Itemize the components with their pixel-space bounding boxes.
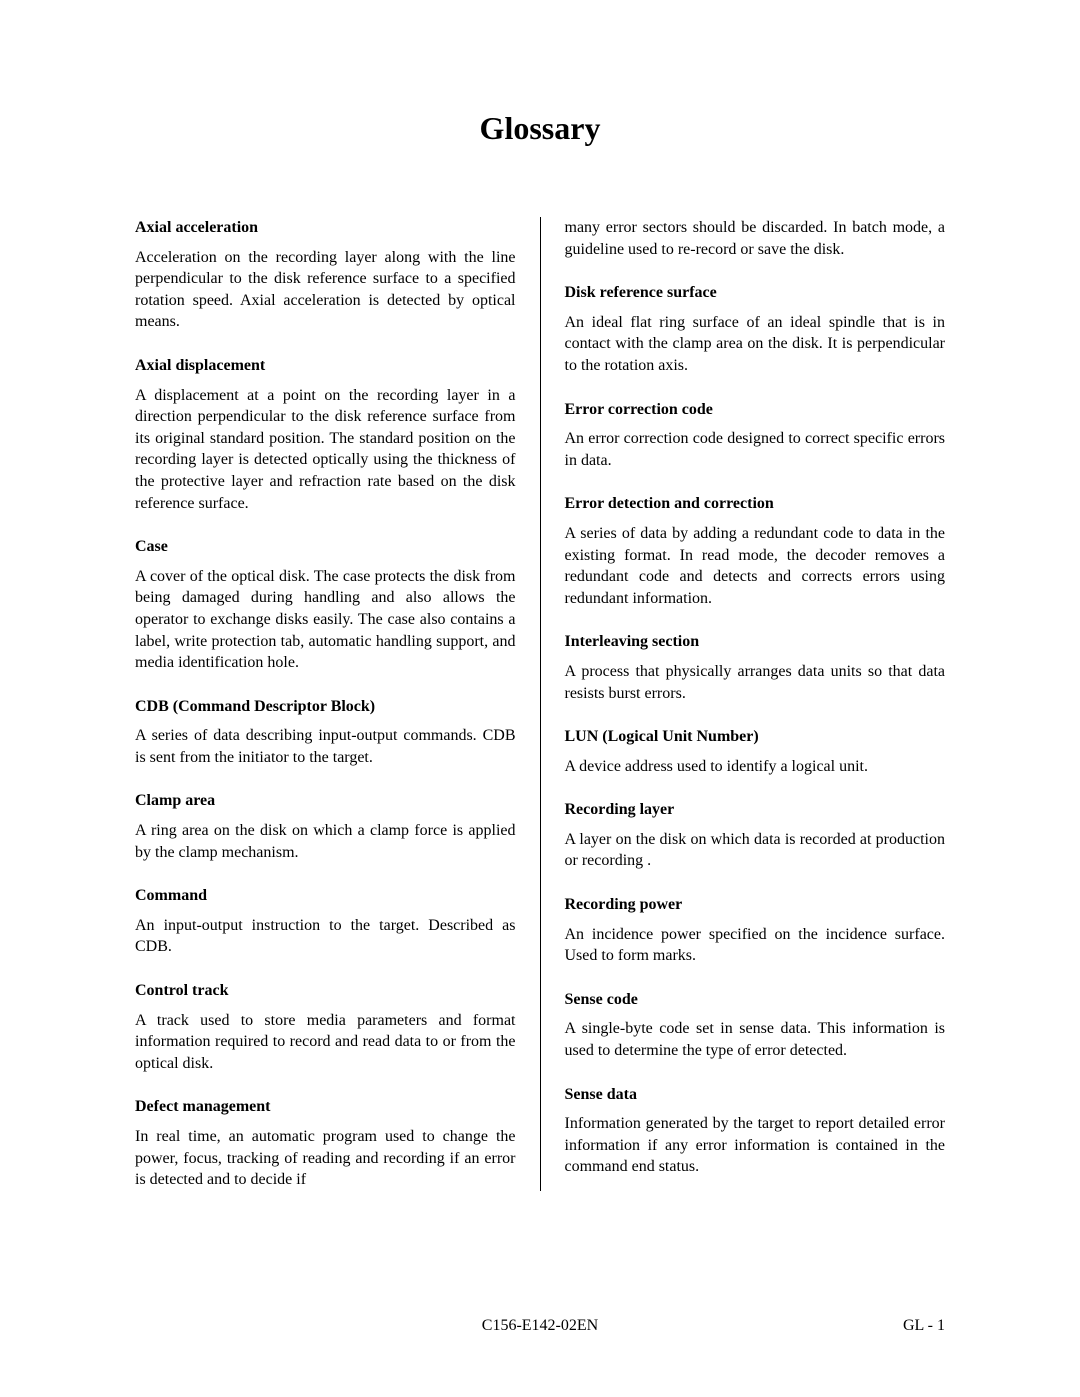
glossary-definition: A displacement at a point on the recordi… (135, 385, 516, 515)
glossary-term: LUN (Logical Unit Number) (565, 726, 946, 748)
right-column: many error sectors should be discarded. … (541, 217, 946, 1191)
glossary-term: Recording layer (565, 799, 946, 821)
glossary-definition: A series of data by adding a redundant c… (565, 523, 946, 609)
glossary-term: Disk reference surface (565, 282, 946, 304)
glossary-term: Defect management (135, 1096, 516, 1118)
glossary-definition: In real time, an automatic program used … (135, 1126, 516, 1191)
glossary-definition: A ring area on the disk on which a clamp… (135, 820, 516, 863)
glossary-definition: Acceleration on the recording layer alon… (135, 247, 516, 333)
glossary-definition: A device address used to identify a logi… (565, 756, 946, 778)
glossary-term: Sense data (565, 1084, 946, 1106)
glossary-definition: An ideal flat ring surface of an ideal s… (565, 312, 946, 377)
glossary-definition: An incidence power specified on the inci… (565, 924, 946, 967)
glossary-definition: A cover of the optical disk. The case pr… (135, 566, 516, 674)
glossary-term: Axial displacement (135, 355, 516, 377)
glossary-term: Axial acceleration (135, 217, 516, 239)
continuation-text: many error sectors should be discarded. … (565, 217, 946, 260)
page: Glossary Axial acceleration Acceleration … (0, 0, 1080, 1251)
glossary-definition: A process that physically arranges data … (565, 661, 946, 704)
left-column: Axial acceleration Acceleration on the re… (135, 217, 541, 1191)
glossary-definition: A track used to store media parameters a… (135, 1010, 516, 1075)
glossary-term: Recording power (565, 894, 946, 916)
glossary-term: Control track (135, 980, 516, 1002)
glossary-term: Sense code (565, 989, 946, 1011)
glossary-term: Case (135, 536, 516, 558)
glossary-definition: Information generated by the target to r… (565, 1113, 946, 1178)
glossary-definition: An input-output instruction to the targe… (135, 915, 516, 958)
glossary-definition: An error correction code designed to cor… (565, 428, 946, 471)
glossary-term: Clamp area (135, 790, 516, 812)
glossary-definition: A single-byte code set in sense data. Th… (565, 1018, 946, 1061)
glossary-definition: A layer on the disk on which data is rec… (565, 829, 946, 872)
page-footer: C156-E142-02EN GL - 1 (0, 1317, 1080, 1335)
footer-page-number: GL - 1 (903, 1317, 945, 1335)
glossary-term: CDB (Command Descriptor Block) (135, 696, 516, 718)
glossary-term: Error detection and correction (565, 493, 946, 515)
page-title: Glossary (135, 110, 945, 147)
glossary-term: Command (135, 885, 516, 907)
glossary-columns: Axial acceleration Acceleration on the re… (135, 217, 945, 1191)
glossary-definition: A series of data describing input-output… (135, 725, 516, 768)
glossary-term: Error correction code (565, 399, 946, 421)
glossary-term: Interleaving section (565, 631, 946, 653)
footer-doc-number: C156-E142-02EN (482, 1317, 598, 1335)
